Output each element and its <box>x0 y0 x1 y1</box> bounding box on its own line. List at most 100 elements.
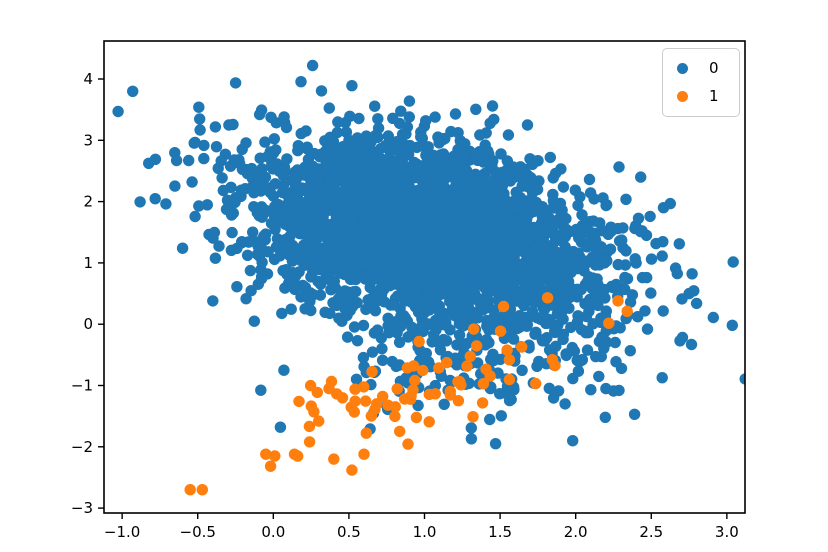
data-point-class-0 <box>358 247 370 259</box>
data-point-class-0 <box>387 299 400 311</box>
data-point-class-0 <box>541 241 553 254</box>
data-point-class-0 <box>375 288 388 300</box>
data-point-class-0 <box>350 273 362 286</box>
data-point-class-0 <box>246 167 258 180</box>
data-point-class-0 <box>459 249 471 261</box>
data-point-class-0 <box>576 209 588 221</box>
data-point-class-0 <box>616 234 628 246</box>
data-point-class-0 <box>309 245 321 258</box>
data-point-class-0 <box>593 370 605 383</box>
data-point-class-1 <box>369 403 381 415</box>
data-point-class-0 <box>472 197 484 209</box>
data-point-class-1 <box>461 360 473 372</box>
data-point-class-0 <box>536 334 548 346</box>
data-point-class-0 <box>495 410 507 422</box>
data-point-class-0 <box>557 333 569 345</box>
data-point-class-0 <box>372 131 384 143</box>
data-point-class-0 <box>641 271 653 284</box>
data-point-class-0 <box>209 121 222 133</box>
data-point-class-0 <box>149 153 162 165</box>
y-tick-label: 4 <box>83 70 93 88</box>
data-point-class-0 <box>341 331 354 343</box>
data-point-class-0 <box>280 121 293 134</box>
data-point-class-0 <box>242 236 255 248</box>
data-point-class-0 <box>357 351 370 364</box>
data-point-class-0 <box>376 343 388 355</box>
data-point-class-0 <box>444 295 456 308</box>
data-point-class-1 <box>541 292 554 304</box>
data-point-class-0 <box>613 161 625 173</box>
data-point-class-1 <box>410 411 423 424</box>
data-point-class-0 <box>533 355 545 368</box>
data-point-class-0 <box>530 326 542 338</box>
data-point-class-0 <box>295 76 307 88</box>
data-point-class-0 <box>686 268 698 280</box>
data-point-class-0 <box>394 319 407 331</box>
data-point-class-0 <box>209 252 222 264</box>
data-point-class-0 <box>495 184 507 196</box>
legend-marker-class1-icon <box>677 91 688 102</box>
data-point-class-0 <box>416 140 428 152</box>
data-point-class-0 <box>351 335 364 347</box>
legend-entry-class0: 0 <box>677 57 729 80</box>
data-point-class-1 <box>325 375 338 388</box>
data-point-class-1 <box>359 395 372 407</box>
data-point-class-0 <box>581 344 594 356</box>
data-point-class-0 <box>477 234 489 247</box>
data-point-class-1 <box>407 360 420 372</box>
data-point-class-0 <box>423 281 435 294</box>
data-point-class-0 <box>521 119 534 131</box>
data-point-class-0 <box>344 110 356 123</box>
data-point-class-0 <box>372 122 385 134</box>
data-point-class-1 <box>497 300 510 313</box>
data-point-class-1 <box>311 386 323 399</box>
data-point-class-0 <box>278 234 290 246</box>
data-point-class-0 <box>418 159 431 171</box>
data-point-class-0 <box>454 218 466 230</box>
data-point-class-0 <box>358 258 371 270</box>
data-point-class-0 <box>193 200 205 212</box>
data-point-class-0 <box>387 191 399 204</box>
data-point-class-0 <box>495 235 507 247</box>
data-point-class-0 <box>265 217 278 230</box>
data-point-class-0 <box>497 246 509 259</box>
data-point-class-0 <box>276 307 288 320</box>
data-point-class-0 <box>226 226 238 239</box>
data-point-class-0 <box>269 178 281 190</box>
data-point-class-1 <box>503 373 516 386</box>
data-point-class-0 <box>270 117 282 129</box>
data-point-class-0 <box>305 304 317 317</box>
data-point-class-1 <box>516 341 528 353</box>
data-point-class-0 <box>538 268 551 281</box>
data-point-class-0 <box>508 262 520 274</box>
x-tick-label: 1.5 <box>488 523 512 541</box>
data-point-class-0 <box>248 187 260 199</box>
data-point-class-0 <box>193 101 205 113</box>
data-point-class-0 <box>451 339 463 351</box>
data-point-class-0 <box>480 334 493 346</box>
data-point-class-0 <box>519 282 531 295</box>
data-point-class-1 <box>260 448 272 460</box>
data-point-class-0 <box>358 154 371 167</box>
data-point-class-1 <box>313 415 325 427</box>
data-point-class-0 <box>632 311 644 323</box>
legend-entry-class1: 1 <box>677 85 729 108</box>
data-point-class-0 <box>554 280 566 293</box>
data-point-class-0 <box>222 203 234 215</box>
data-point-class-0 <box>530 270 542 282</box>
data-point-class-0 <box>612 258 624 271</box>
data-point-class-0 <box>400 199 412 211</box>
data-point-class-1 <box>429 388 441 400</box>
data-point-class-0 <box>486 100 499 112</box>
x-tick-label: 1.0 <box>413 523 437 541</box>
data-point-class-0 <box>188 137 200 149</box>
data-point-class-0 <box>198 152 210 165</box>
series-1-points <box>184 292 633 496</box>
data-point-class-0 <box>479 139 491 151</box>
data-point-class-0 <box>229 77 242 89</box>
data-point-class-0 <box>498 220 510 232</box>
data-point-class-0 <box>256 205 268 217</box>
data-point-class-0 <box>257 232 269 245</box>
data-point-class-0 <box>227 118 239 131</box>
